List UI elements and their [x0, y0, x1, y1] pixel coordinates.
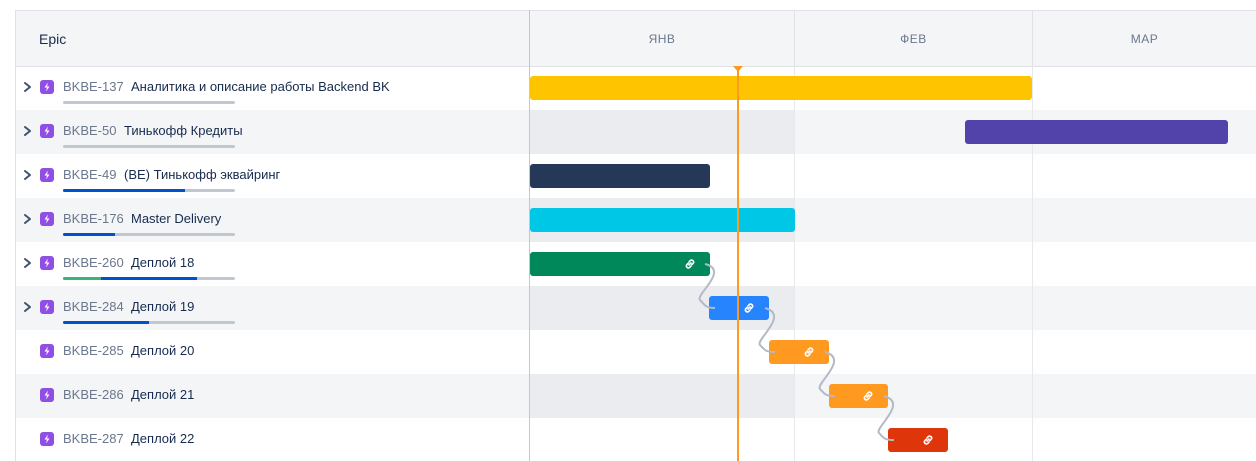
chevron-right-icon[interactable]: [22, 300, 34, 314]
link-icon[interactable]: [921, 433, 935, 447]
timeline-bar[interactable]: [769, 340, 829, 364]
link-icon[interactable]: [742, 301, 756, 315]
progress-bar: [63, 145, 235, 148]
epic-key[interactable]: BKBE-284: [63, 299, 124, 314]
epic-title[interactable]: Тинькофф Кредиты: [124, 123, 243, 138]
left-gutter: [0, 0, 15, 461]
timeline-bar[interactable]: [530, 76, 1032, 100]
epic-title[interactable]: Master Delivery: [131, 211, 222, 226]
epic-lightning-icon: [40, 80, 54, 94]
chevron-right-icon[interactable]: [22, 256, 34, 270]
epic-key[interactable]: BKBE-285: [63, 343, 124, 358]
epic-key[interactable]: BKBE-49: [63, 167, 117, 182]
timeline-bar[interactable]: [965, 120, 1228, 144]
progress-done: [63, 277, 101, 280]
progress-in-progress: [63, 321, 149, 324]
epic-row[interactable]: BKBE-286 Деплой 21: [16, 374, 1256, 418]
epic-title[interactable]: Деплой 18: [131, 255, 195, 270]
timeline-bar[interactable]: [888, 428, 948, 452]
epic-column-label: Epic: [39, 31, 67, 47]
timeline-bar[interactable]: [829, 384, 888, 408]
frame-left-border: [15, 10, 16, 461]
epic-lightning-icon: [40, 168, 54, 182]
timeline-header: ЯНВ ФЕВ МАР: [530, 11, 1256, 67]
epic-column-header: Epic: [16, 11, 529, 67]
link-icon[interactable]: [683, 257, 697, 271]
epic-title[interactable]: (BE) Тинькофф эквайринг: [124, 167, 281, 182]
link-icon[interactable]: [802, 345, 816, 359]
progress-in-progress: [63, 189, 185, 192]
epic-lightning-icon: [40, 388, 54, 402]
chevron-right-icon[interactable]: [22, 168, 34, 182]
epic-title[interactable]: Деплой 22: [131, 431, 195, 446]
epic-title[interactable]: Деплой 19: [131, 299, 195, 314]
today-marker: [733, 66, 743, 72]
epic-lightning-icon: [40, 212, 54, 226]
progress-bar: [63, 321, 235, 324]
month-march: МАР: [1130, 31, 1159, 46]
month-january: ЯНВ: [648, 31, 676, 46]
frame-top-border: [15, 10, 1256, 11]
progress-bar: [63, 189, 235, 192]
month-divider: [794, 11, 795, 66]
epic-lightning-icon: [40, 300, 54, 314]
epic-lightning-icon: [40, 432, 54, 446]
epic-key[interactable]: BKBE-286: [63, 387, 124, 402]
epic-lightning-icon: [40, 256, 54, 270]
link-icon[interactable]: [861, 389, 875, 403]
epic-title[interactable]: Деплой 20: [131, 343, 195, 358]
row-shade: [530, 110, 795, 154]
epic-row[interactable]: BKBE-284 Деплой 19: [16, 286, 1256, 330]
epic-key[interactable]: BKBE-176: [63, 211, 124, 226]
month-grid-line: [794, 66, 795, 461]
panel-divider[interactable]: [529, 10, 530, 461]
chevron-right-icon[interactable]: [22, 80, 34, 94]
epic-key[interactable]: BKBE-50: [63, 123, 117, 138]
chevron-right-icon[interactable]: [22, 212, 34, 226]
timeline-bar[interactable]: [530, 252, 710, 276]
epic-row[interactable]: BKBE-285 Деплой 20: [16, 330, 1256, 374]
progress-bar: [63, 277, 235, 280]
month-divider: [1032, 11, 1033, 66]
epic-row[interactable]: BKBE-287 Деплой 22: [16, 418, 1256, 461]
epic-key[interactable]: BKBE-260: [63, 255, 124, 270]
today-line: [737, 66, 739, 461]
row-shade: [530, 374, 795, 418]
epic-key[interactable]: BKBE-137: [63, 79, 124, 94]
progress-bar: [63, 101, 235, 104]
epic-title[interactable]: Деплой 21: [131, 387, 195, 402]
timeline-bar[interactable]: [709, 296, 769, 320]
epic-title[interactable]: Аналитика и описание работы Backend BK: [131, 79, 390, 94]
epic-row[interactable]: BKBE-49 (BE) Тинькофф эквайринг: [16, 154, 1256, 198]
progress-in-progress: [63, 233, 115, 236]
chevron-right-icon[interactable]: [22, 124, 34, 138]
epic-row[interactable]: BKBE-260 Деплой 18: [16, 242, 1256, 286]
epic-key[interactable]: BKBE-287: [63, 431, 124, 446]
progress-bar: [63, 233, 235, 236]
epic-lightning-icon: [40, 124, 54, 138]
timeline-bar[interactable]: [530, 164, 710, 188]
timeline-bar[interactable]: [530, 208, 795, 232]
epic-row[interactable]: BKBE-137 Аналитика и описание работы Back…: [16, 66, 1256, 110]
progress-in-progress: [101, 277, 197, 280]
month-february: ФЕВ: [900, 31, 927, 46]
month-grid-line: [1032, 66, 1033, 461]
epic-lightning-icon: [40, 344, 54, 358]
